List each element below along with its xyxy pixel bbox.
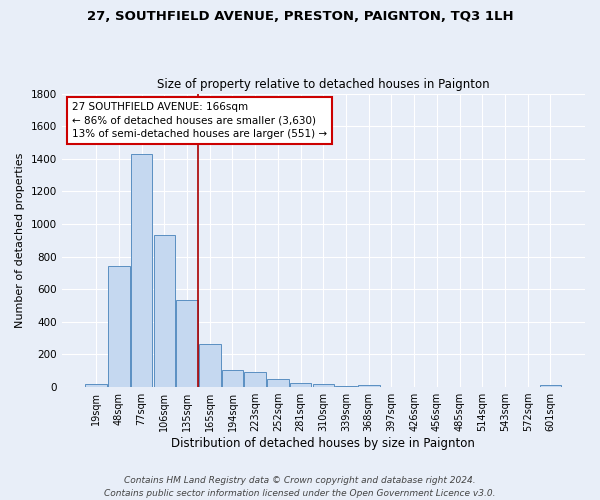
Bar <box>539 384 561 387</box>
Y-axis label: Number of detached properties: Number of detached properties <box>15 152 25 328</box>
Title: Size of property relative to detached houses in Paignton: Size of property relative to detached ho… <box>157 78 490 91</box>
Bar <box>154 234 175 387</box>
Bar <box>335 386 357 387</box>
Bar <box>131 154 152 387</box>
Text: 27, SOUTHFIELD AVENUE, PRESTON, PAIGNTON, TQ3 1LH: 27, SOUTHFIELD AVENUE, PRESTON, PAIGNTON… <box>86 10 514 23</box>
Bar <box>267 379 289 387</box>
Bar <box>313 384 334 387</box>
Bar <box>199 344 221 387</box>
Bar <box>244 372 266 387</box>
Bar <box>290 382 311 387</box>
X-axis label: Distribution of detached houses by size in Paignton: Distribution of detached houses by size … <box>172 437 475 450</box>
Bar <box>108 266 130 387</box>
Bar <box>358 384 380 387</box>
Bar <box>222 370 243 387</box>
Text: Contains HM Land Registry data © Crown copyright and database right 2024.
Contai: Contains HM Land Registry data © Crown c… <box>104 476 496 498</box>
Bar <box>85 384 107 387</box>
Text: 27 SOUTHFIELD AVENUE: 166sqm
← 86% of detached houses are smaller (3,630)
13% of: 27 SOUTHFIELD AVENUE: 166sqm ← 86% of de… <box>72 102 327 139</box>
Bar <box>176 300 198 387</box>
